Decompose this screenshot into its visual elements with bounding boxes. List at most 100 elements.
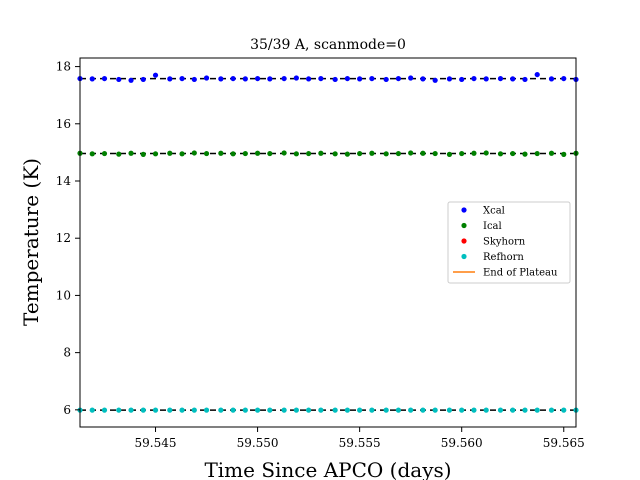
point-xcal bbox=[332, 76, 338, 83]
y-tick-label: 10 bbox=[56, 288, 71, 302]
point-refhorn bbox=[140, 407, 146, 413]
point-xcal bbox=[510, 76, 516, 82]
point-ical bbox=[191, 150, 197, 156]
point-xcal bbox=[152, 72, 159, 78]
point-ical bbox=[101, 150, 108, 157]
point-refhorn bbox=[344, 407, 350, 413]
y-tick-label: 12 bbox=[56, 231, 71, 245]
point-xcal bbox=[471, 75, 477, 82]
chart-title: 35/39 A, scanmode=0 bbox=[250, 37, 406, 53]
point-xcal bbox=[167, 76, 173, 82]
point-xcal bbox=[534, 71, 540, 78]
point-refhorn bbox=[293, 407, 299, 413]
point-xcal bbox=[89, 76, 95, 82]
point-xcal bbox=[383, 76, 389, 83]
point-xcal bbox=[522, 76, 528, 83]
point-xcal bbox=[357, 76, 363, 82]
point-refhorn bbox=[242, 407, 248, 413]
x-axis-label: Time Since APCO (days) bbox=[204, 458, 451, 480]
point-xcal bbox=[242, 76, 248, 82]
point-ical bbox=[218, 150, 224, 156]
point-ical bbox=[203, 150, 210, 157]
point-refhorn bbox=[281, 407, 287, 413]
x-tick-label: 59.560 bbox=[441, 436, 483, 450]
point-ical bbox=[510, 150, 516, 157]
point-refhorn bbox=[89, 407, 95, 413]
point-ical bbox=[281, 150, 287, 156]
point-refhorn bbox=[383, 407, 389, 413]
point-refhorn bbox=[332, 407, 338, 413]
point-refhorn bbox=[459, 407, 465, 413]
point-xcal bbox=[116, 76, 122, 83]
point-refhorn bbox=[191, 407, 197, 413]
point-xcal bbox=[446, 76, 453, 82]
point-xcal bbox=[128, 77, 134, 83]
point-ical bbox=[483, 150, 489, 156]
point-ical bbox=[357, 150, 363, 157]
x-tick-label: 59.555 bbox=[339, 436, 381, 450]
point-ical bbox=[446, 151, 453, 157]
y-tick-label: 6 bbox=[63, 403, 71, 417]
point-xcal bbox=[369, 75, 375, 82]
legend-label-xcal: Xcal bbox=[483, 206, 505, 217]
point-ical bbox=[128, 150, 134, 156]
point-ical bbox=[140, 151, 146, 157]
point-ical bbox=[561, 151, 567, 157]
point-xcal bbox=[179, 75, 185, 82]
legend-swatch-ical bbox=[461, 222, 467, 229]
y-axis-label: Temperature (K) bbox=[19, 158, 43, 326]
legend-box bbox=[447, 201, 571, 284]
point-refhorn bbox=[534, 407, 540, 413]
point-ical bbox=[369, 150, 375, 156]
point-ical bbox=[432, 150, 438, 157]
point-ical bbox=[89, 151, 95, 157]
legend-label-ical: Ical bbox=[483, 221, 502, 232]
point-ical bbox=[548, 150, 555, 156]
point-xcal bbox=[281, 75, 287, 82]
legend-swatch-refhorn bbox=[461, 253, 467, 260]
point-xcal bbox=[344, 75, 350, 82]
y-tick-label: 18 bbox=[56, 60, 71, 74]
point-xcal bbox=[408, 75, 414, 81]
x-tick-label: 59.545 bbox=[135, 436, 177, 450]
point-ical bbox=[408, 150, 414, 156]
x-tick-label: 59.550 bbox=[237, 436, 279, 450]
point-refhorn bbox=[179, 407, 185, 413]
point-refhorn bbox=[446, 407, 453, 413]
point-refhorn bbox=[522, 407, 528, 413]
point-ical bbox=[242, 150, 248, 157]
point-ical bbox=[332, 151, 338, 157]
legend: Xcal Ical Skyhorn Refhorn End of Plateau bbox=[447, 201, 571, 284]
point-ical bbox=[534, 150, 540, 157]
point-refhorn bbox=[369, 407, 375, 413]
point-ical bbox=[497, 151, 504, 157]
point-xcal bbox=[293, 75, 299, 81]
legend-label-end-of-plateau: End of Plateau bbox=[483, 268, 558, 279]
point-ical bbox=[167, 150, 173, 156]
point-refhorn bbox=[318, 407, 324, 413]
point-refhorn bbox=[510, 407, 516, 413]
point-refhorn bbox=[128, 407, 134, 413]
point-ical bbox=[395, 150, 402, 157]
point-xcal bbox=[395, 75, 402, 82]
point-refhorn bbox=[230, 407, 236, 413]
point-refhorn bbox=[218, 407, 224, 413]
point-refhorn bbox=[254, 407, 261, 413]
point-refhorn bbox=[357, 407, 363, 413]
legend-label-skyhorn: Skyhorn bbox=[483, 237, 526, 248]
point-refhorn bbox=[432, 407, 438, 413]
point-xcal bbox=[140, 76, 146, 83]
point-ical bbox=[420, 150, 426, 156]
point-refhorn bbox=[152, 407, 159, 413]
point-ical bbox=[318, 150, 324, 156]
point-xcal bbox=[191, 76, 197, 83]
point-ical bbox=[459, 150, 465, 157]
point-refhorn bbox=[408, 407, 414, 413]
point-xcal bbox=[230, 75, 236, 82]
point-ical bbox=[152, 151, 159, 157]
x-tick-label: 59.565 bbox=[543, 436, 585, 450]
plot-layer bbox=[77, 71, 579, 413]
y-tick-label: 14 bbox=[56, 174, 72, 188]
point-ical bbox=[471, 150, 477, 156]
